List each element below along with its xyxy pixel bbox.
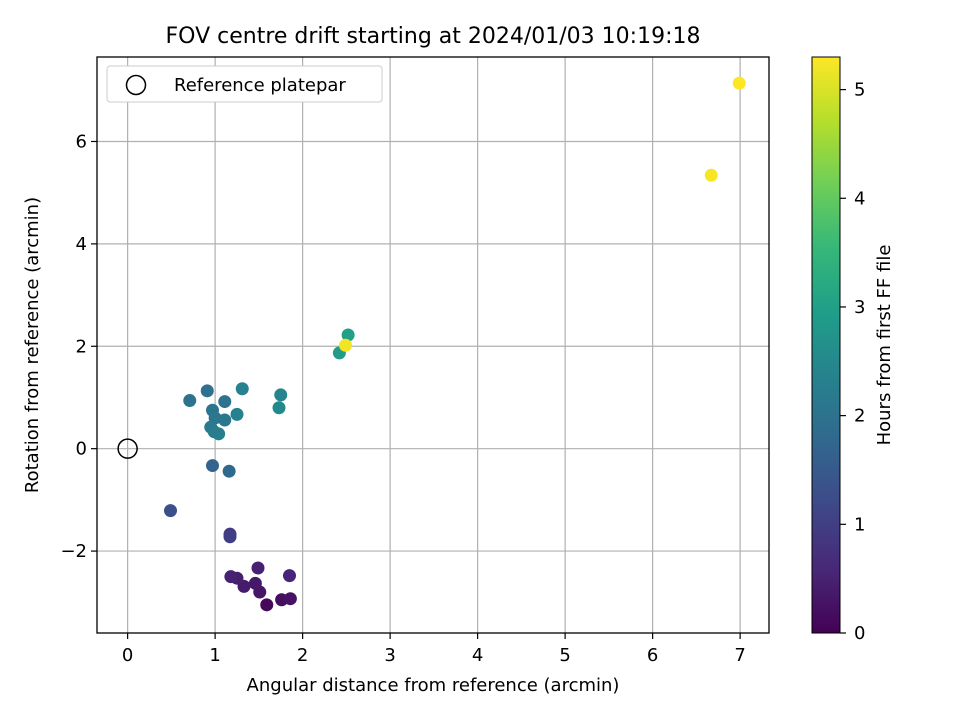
x-axis-label: Angular distance from reference (arcmin) xyxy=(247,675,620,696)
colorbar: 0 1 2 3 4 5 Hours from first FF file xyxy=(811,56,895,644)
x-tick-label: 2 xyxy=(297,645,308,666)
plot-area-frame xyxy=(96,56,770,634)
x-axis-ticks: 0 1 2 3 4 5 6 7 xyxy=(122,633,746,666)
data-point xyxy=(223,530,237,544)
data-point xyxy=(212,427,226,441)
legend-marker xyxy=(125,74,147,96)
data-point xyxy=(200,384,214,398)
y-tick-label: 4 xyxy=(76,234,87,255)
data-point xyxy=(339,338,352,352)
data-points xyxy=(164,76,746,612)
data-point xyxy=(206,459,219,473)
x-tick-label: 4 xyxy=(472,645,483,666)
colorbar-tick-label: 3 xyxy=(854,297,865,318)
data-point xyxy=(235,382,249,396)
y-tick-label: −2 xyxy=(60,541,87,562)
x-tick-label: 0 xyxy=(122,645,133,666)
chart-title: FOV centre drift starting at 2024/01/03 … xyxy=(166,24,701,49)
colorbar-ticks: 0 1 2 3 4 5 xyxy=(840,80,865,644)
y-tick-label: 6 xyxy=(76,131,87,152)
y-axis-label: Rotation from reference (arcmin) xyxy=(22,197,43,493)
x-tick-label: 5 xyxy=(559,645,570,666)
data-point xyxy=(704,168,718,182)
data-point xyxy=(224,570,238,584)
data-point xyxy=(183,394,197,408)
data-point xyxy=(274,388,288,402)
data-point xyxy=(283,569,296,583)
data-point xyxy=(222,464,236,478)
data-point xyxy=(260,598,274,612)
data-point xyxy=(218,395,232,409)
data-point xyxy=(248,576,262,590)
y-tick-label: 2 xyxy=(76,336,87,357)
data-point xyxy=(230,407,244,421)
data-point xyxy=(272,401,286,415)
data-point xyxy=(251,561,265,575)
colorbar-tick-label: 2 xyxy=(854,406,865,427)
data-point xyxy=(732,76,746,90)
data-point xyxy=(283,592,297,606)
x-tick-label: 1 xyxy=(209,645,220,666)
colorbar-label: Hours from first FF file xyxy=(874,245,895,446)
reference-point xyxy=(117,438,138,459)
data-point xyxy=(164,504,177,518)
colorbar-tick-label: 1 xyxy=(854,514,865,535)
legend: Reference platepar xyxy=(106,65,383,103)
data-point xyxy=(341,328,355,342)
reference-marker xyxy=(117,438,138,459)
data-point xyxy=(218,413,232,427)
colorbar-tick-label: 4 xyxy=(854,188,865,209)
x-tick-label: 6 xyxy=(647,645,658,666)
colorbar-gradient xyxy=(811,56,841,634)
y-tick-label: 0 xyxy=(76,439,87,460)
legend-box xyxy=(106,65,383,103)
legend-entry-reference-platepar: Reference platepar xyxy=(174,75,346,96)
grid xyxy=(97,57,769,633)
x-tick-label: 3 xyxy=(384,645,395,666)
y-axis-ticks: −2 0 2 4 6 xyxy=(60,131,97,562)
x-tick-label: 7 xyxy=(734,645,745,666)
colorbar-tick-label: 5 xyxy=(854,80,865,101)
colorbar-tick-label: 0 xyxy=(854,623,865,644)
